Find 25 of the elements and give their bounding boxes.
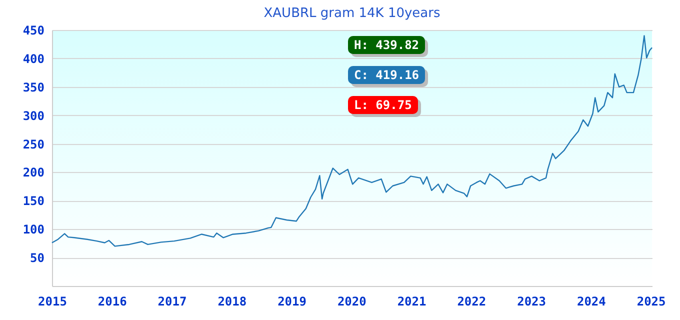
line-series	[51, 35, 653, 247]
annotation: H: 439.82	[348, 36, 426, 54]
y-tick-label: 100	[22, 222, 44, 237]
x-tick-label: 2024	[576, 294, 606, 308]
y-tick-label: 400	[22, 52, 44, 66]
annotation: L: 69.75	[348, 96, 418, 114]
x-tick-label: 2019	[278, 294, 306, 308]
y-tick-label: 150	[22, 194, 44, 208]
x-tick-label: 2016	[98, 294, 127, 308]
x-tick-label: 2021	[397, 294, 426, 308]
x-tick-label: 2022	[457, 294, 486, 308]
y-tick-label: 250	[22, 137, 44, 152]
y-tick-label: 300	[22, 108, 44, 123]
y-tick-label: 200	[22, 166, 44, 180]
x-tick-label: 2020	[337, 294, 366, 308]
y-tick-label: 450	[22, 24, 44, 38]
x-tick-label: 2015	[38, 294, 67, 308]
annotation: C: 419.16	[348, 66, 426, 84]
y-tick-label: 50	[30, 251, 44, 266]
x-tick-label: 2018	[218, 294, 247, 308]
y-tick-label: 350	[22, 80, 44, 94]
x-tick-label: 2023	[517, 294, 546, 308]
chart-title: XAUBRL gram 14K 10years	[264, 6, 440, 21]
x-tick-label: 2017	[158, 294, 187, 308]
x-tick-label: 2025	[636, 294, 666, 308]
